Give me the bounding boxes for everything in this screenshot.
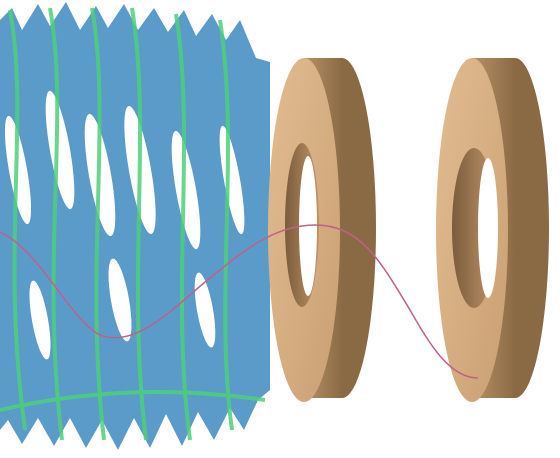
gap bbox=[171, 130, 201, 250]
gap bbox=[29, 280, 51, 360]
gap bbox=[108, 258, 132, 342]
gap bbox=[194, 272, 216, 348]
streak bbox=[130, 7, 148, 441]
streak bbox=[48, 7, 64, 441]
streak bbox=[218, 19, 234, 431]
coil-streaks bbox=[0, 7, 266, 441]
ring-opening bbox=[478, 158, 498, 298]
gap bbox=[45, 90, 75, 210]
ring bbox=[436, 58, 549, 402]
wire bbox=[0, 224, 479, 379]
ring bbox=[268, 58, 376, 402]
streak bbox=[90, 7, 106, 441]
gap bbox=[219, 125, 245, 235]
coil bbox=[0, 2, 270, 450]
coil-body bbox=[0, 2, 270, 450]
streak bbox=[0, 390, 266, 412]
streak bbox=[174, 13, 192, 441]
streak bbox=[8, 9, 27, 431]
